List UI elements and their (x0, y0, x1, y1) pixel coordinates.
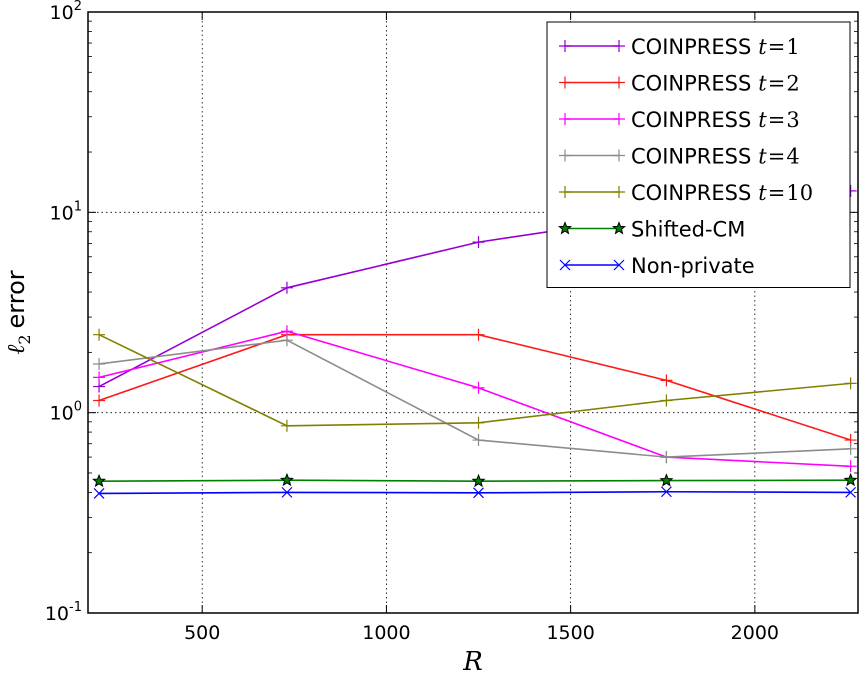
legend-label: COINPRESS t=3 (631, 108, 800, 132)
legend-item: COINPRESS t=2 (559, 72, 800, 96)
x-tick-label: 500 (184, 622, 220, 644)
data-point-plus-marker (559, 186, 571, 198)
plot-area-frame (87, 11, 859, 614)
data-point-plus-marker (472, 328, 485, 341)
legend-label: Non-private (631, 254, 755, 278)
data-point-plus-marker (613, 76, 625, 89)
series-line (98, 330, 851, 468)
series-coinpress-t-3 (93, 325, 857, 473)
x-tick-label: 1000 (362, 622, 410, 644)
data-point-plus-marker (559, 113, 571, 125)
data-point-plus-marker (559, 149, 571, 162)
data-point-plus-marker (613, 40, 625, 52)
y-tick-label: 102 (50, 0, 82, 24)
legend-item: COINPRESS t=1 (559, 35, 800, 59)
data-point-plus-marker (93, 328, 106, 341)
legend-label: COINPRESS t=4 (631, 145, 800, 169)
data-point-plus-marker (613, 149, 625, 162)
data-point-star-marker (279, 472, 294, 487)
y-axis-label: ℓ2 error (2, 270, 34, 354)
series-coinpress-t-4 (93, 334, 857, 464)
legend-label: COINPRESS t=1 (631, 35, 800, 59)
y-axis-label-subscript: 2 (15, 334, 34, 344)
axis-ticks: 500 1000 1500 2000 10-1 100 101 102 (45, 0, 858, 644)
series-non-private (93, 486, 857, 499)
data-point-star-marker (659, 473, 674, 487)
data-point-star-marker (471, 473, 486, 488)
legend-label: COINPRESS t=2 (631, 72, 800, 96)
series-shifted-cm (92, 472, 858, 488)
legend-item: COINPRESS t=3 (559, 108, 800, 132)
data-point-star-marker (843, 472, 858, 487)
x-tick-label: 2000 (731, 622, 779, 644)
data-point-x-marker (613, 259, 625, 271)
plot-series (92, 184, 858, 499)
series-line (98, 333, 851, 427)
data-point-plus-marker (93, 371, 106, 384)
data-point-x-marker (93, 488, 105, 499)
legend-item: Shifted-CM (557, 218, 745, 242)
data-point-plus-marker (844, 442, 857, 455)
data-point-star-marker (611, 221, 627, 235)
data-point-plus-marker (472, 416, 485, 429)
data-point-star-marker (557, 221, 573, 235)
y-tick-label: 10-1 (45, 600, 82, 625)
data-point-x-marker (281, 486, 293, 498)
data-point-plus-marker (472, 236, 485, 249)
data-point-plus-marker (93, 394, 106, 407)
data-point-plus-marker (660, 374, 673, 387)
data-point-plus-marker (559, 76, 571, 89)
data-point-plus-marker (660, 394, 673, 407)
data-point-plus-marker (280, 281, 293, 294)
data-point-plus-marker (844, 377, 857, 390)
data-point-x-marker (559, 259, 571, 271)
series-line (99, 490, 851, 495)
data-point-star-marker (92, 473, 107, 488)
legend: COINPRESS t=1 COINPRESS t=2 COINPRESS t=3 COIN… (546, 21, 851, 288)
data-point-plus-marker (93, 357, 106, 370)
legend-label: COINPRESS t=10 (631, 181, 813, 205)
data-point-plus-marker (559, 40, 571, 52)
legend-item: Non-private (559, 254, 755, 278)
series-coinpress-t-10 (93, 328, 857, 432)
legend-label: Shifted-CM (631, 218, 745, 242)
data-point-plus-marker (613, 186, 625, 198)
data-point-plus-marker (660, 451, 673, 464)
x-tick-label: 1500 (546, 622, 594, 644)
data-point-x-marker (845, 486, 857, 498)
y-axis-label-symbol: ℓ (2, 345, 30, 355)
data-point-x-marker (660, 486, 672, 498)
y-axis-label-text: error (2, 270, 30, 328)
data-point-plus-marker (280, 334, 293, 347)
data-point-plus-marker (472, 381, 485, 394)
y-tick-label: 100 (50, 400, 82, 425)
legend-item: COINPRESS t=4 (559, 145, 800, 169)
data-point-plus-marker (280, 419, 293, 432)
data-point-plus-marker (613, 113, 625, 125)
data-point-x-marker (473, 487, 484, 499)
data-point-plus-marker (844, 460, 857, 473)
y-tick-label: 101 (50, 199, 82, 224)
data-point-plus-marker (472, 434, 485, 447)
legend-item: COINPRESS t=10 (559, 181, 813, 205)
x-axis-label: R (462, 647, 483, 676)
